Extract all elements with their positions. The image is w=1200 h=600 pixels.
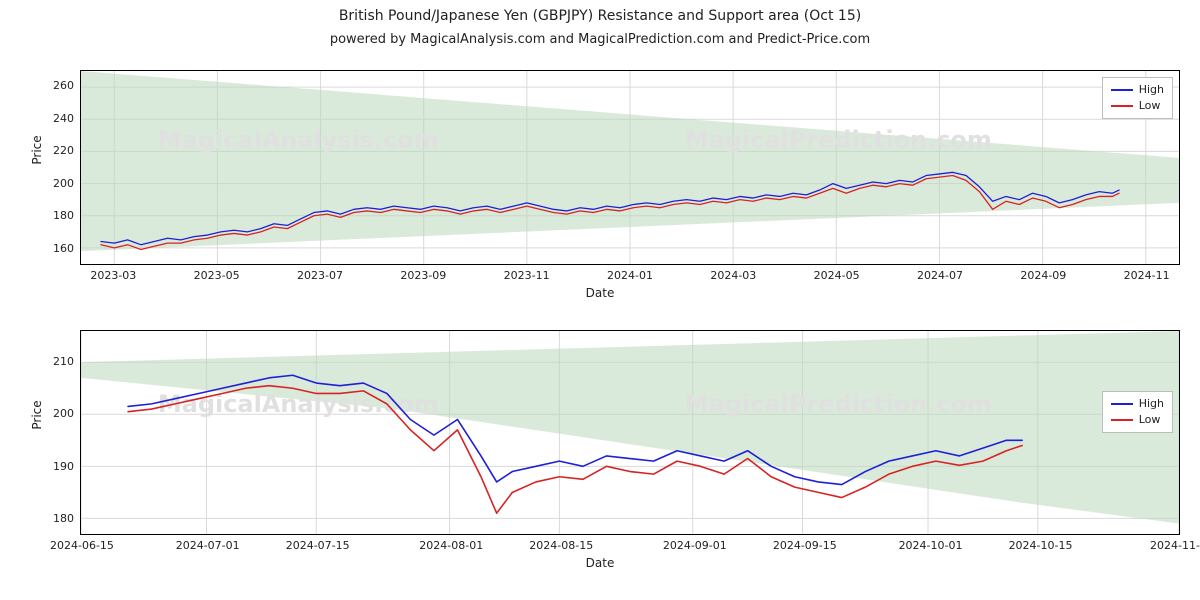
legend-label-low: Low — [1139, 98, 1161, 114]
svg-text:MagicalPrediction.com: MagicalPrediction.com — [685, 390, 992, 418]
xtick-label: 2024-11-01 — [1150, 539, 1200, 552]
xtick-label: 2023-09 — [393, 269, 453, 282]
ytick-label: 200 — [53, 407, 74, 420]
top-chart-xlabel: Date — [0, 286, 1200, 300]
svg-text:MagicalAnalysis.com: MagicalAnalysis.com — [158, 126, 439, 154]
legend-item-high: High — [1111, 396, 1164, 412]
ytick-label: 190 — [53, 460, 74, 473]
xtick-label: 2024-10-15 — [1009, 539, 1069, 552]
legend-item-low: Low — [1111, 412, 1164, 428]
ytick-label: 200 — [53, 177, 74, 190]
ytick-label: 210 — [53, 355, 74, 368]
bottom-chart: MagicalAnalysis.comMagicalPrediction.com… — [80, 330, 1180, 535]
legend-bottom: High Low — [1102, 391, 1173, 433]
xtick-label: 2024-06-15 — [50, 539, 110, 552]
ytick-label: 240 — [53, 112, 74, 125]
legend-item-high: High — [1111, 82, 1164, 98]
chart-title-sub: powered by MagicalAnalysis.com and Magic… — [0, 32, 1200, 47]
legend-swatch-low — [1111, 419, 1133, 421]
xtick-label: 2023-07 — [290, 269, 350, 282]
ytick-label: 180 — [53, 209, 74, 222]
legend-item-low: Low — [1111, 98, 1164, 114]
legend-swatch-high — [1111, 403, 1133, 405]
xtick-label: 2024-09-15 — [773, 539, 833, 552]
xtick-label: 2024-07 — [910, 269, 970, 282]
legend-swatch-low — [1111, 105, 1133, 107]
xtick-label: 2024-08-15 — [529, 539, 589, 552]
xtick-label: 2024-07-15 — [286, 539, 346, 552]
top-chart-ylabel: Price — [30, 110, 44, 190]
xtick-label: 2024-05 — [807, 269, 867, 282]
xtick-label: 2023-05 — [187, 269, 247, 282]
xtick-label: 2024-01 — [600, 269, 660, 282]
legend-label-low: Low — [1139, 412, 1161, 428]
xtick-label: 2023-03 — [83, 269, 143, 282]
xtick-label: 2024-08-01 — [419, 539, 479, 552]
ytick-label: 160 — [53, 242, 74, 255]
figure: British Pound/Japanese Yen (GBPJPY) Resi… — [0, 0, 1200, 600]
legend-label-high: High — [1139, 396, 1164, 412]
xtick-label: 2024-10-01 — [899, 539, 959, 552]
chart-title-main: British Pound/Japanese Yen (GBPJPY) Resi… — [0, 8, 1200, 24]
legend-top: High Low — [1102, 77, 1173, 119]
ytick-label: 220 — [53, 144, 74, 157]
xtick-label: 2024-07-01 — [176, 539, 236, 552]
legend-swatch-high — [1111, 89, 1133, 91]
legend-label-high: High — [1139, 82, 1164, 98]
xtick-label: 2024-11 — [1117, 269, 1177, 282]
xtick-label: 2023-11 — [497, 269, 557, 282]
xtick-label: 2024-03 — [703, 269, 763, 282]
xtick-label: 2024-09-01 — [663, 539, 723, 552]
bottom-chart-xlabel: Date — [0, 556, 1200, 570]
bottom-chart-ylabel: Price — [30, 375, 44, 455]
top-chart: MagicalAnalysis.com MagicalPrediction.com… — [80, 70, 1180, 265]
ytick-label: 180 — [53, 512, 74, 525]
xtick-label: 2024-09 — [1013, 269, 1073, 282]
ytick-label: 260 — [53, 79, 74, 92]
svg-text:MagicalPrediction.com: MagicalPrediction.com — [685, 126, 992, 154]
